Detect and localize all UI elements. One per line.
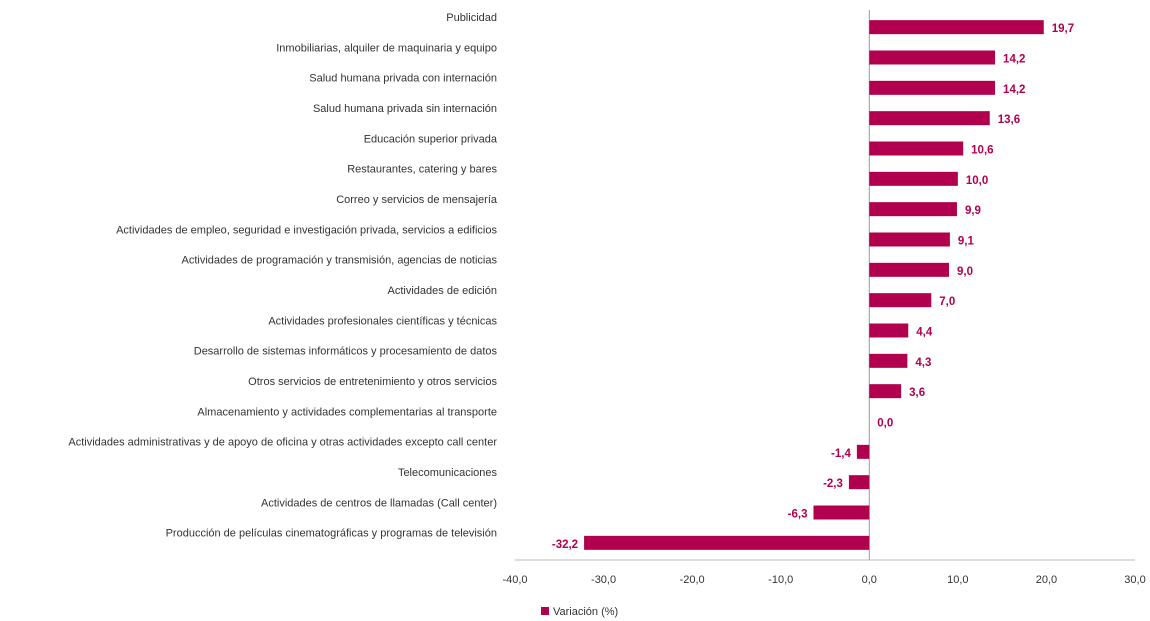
x-tick-label: -40,0 xyxy=(502,574,527,586)
category-label: Almacenamiento y actividades complementa… xyxy=(197,406,497,418)
value-label: -1,4 xyxy=(831,448,851,460)
bar xyxy=(813,505,870,520)
value-label: 9,0 xyxy=(957,266,973,278)
legend-label: Variación (%) xyxy=(553,606,618,618)
category-label: Restaurantes, catering y bares xyxy=(347,164,497,176)
value-label: -32,2 xyxy=(552,539,578,551)
bar xyxy=(869,202,957,217)
category-label: Salud humana privada sin internación xyxy=(313,103,497,115)
value-label: 13,6 xyxy=(998,114,1020,126)
category-label: Actividades de programación y transmisió… xyxy=(182,255,498,267)
bar xyxy=(869,20,1044,35)
category-label: Educación superior privada xyxy=(364,133,498,145)
category-label: Actividades profesionales científicas y … xyxy=(268,315,497,327)
bar xyxy=(869,111,990,126)
value-label: 9,9 xyxy=(965,205,981,217)
category-label: Telecomunicaciones xyxy=(398,467,498,479)
bar xyxy=(869,293,932,308)
value-label: 3,6 xyxy=(909,387,925,399)
x-tick-label: 0,0 xyxy=(862,574,877,586)
bar xyxy=(848,475,870,490)
bar xyxy=(869,262,949,277)
x-tick-label: 10,0 xyxy=(947,574,968,586)
bar xyxy=(869,323,909,338)
category-label: Salud humana privada con internación xyxy=(309,73,497,85)
bar xyxy=(869,141,964,156)
category-label: Correo y servicios de mensajería xyxy=(336,194,498,206)
value-label: 9,1 xyxy=(958,236,975,248)
bar xyxy=(584,535,870,550)
category-label: Actividades de empleo, seguridad e inves… xyxy=(116,224,497,236)
category-label: Otros servicios de entretenimiento y otr… xyxy=(248,376,497,388)
value-label: -2,3 xyxy=(823,478,843,490)
value-label: 10,0 xyxy=(966,175,988,187)
value-label: 0,0 xyxy=(877,418,893,430)
bar xyxy=(869,80,996,95)
bar xyxy=(869,384,902,399)
bar xyxy=(869,353,908,368)
x-tick-label: -20,0 xyxy=(680,574,705,586)
value-label: 14,2 xyxy=(1003,54,1025,66)
value-label: 19,7 xyxy=(1052,23,1074,35)
x-tick-label: 30,0 xyxy=(1124,574,1145,586)
bar xyxy=(869,171,958,186)
bar xyxy=(856,444,870,459)
category-label: Publicidad xyxy=(446,12,497,24)
category-label: Actividades de edición xyxy=(388,285,497,297)
category-label: Actividades administrativas y de apoyo d… xyxy=(68,437,497,449)
value-label: 4,3 xyxy=(915,357,931,369)
category-label: Inmobiliarias, alquiler de maquinaria y … xyxy=(276,42,497,54)
value-label: 14,2 xyxy=(1003,84,1025,96)
category-label: Actividades de centros de llamadas (Call… xyxy=(261,497,497,509)
category-label: Producción de películas cinematográficas… xyxy=(166,528,497,540)
value-label: 10,6 xyxy=(971,145,993,157)
legend-swatch xyxy=(541,607,549,615)
category-label: Desarrollo de sistemas informáticos y pr… xyxy=(194,346,498,358)
value-label: -6,3 xyxy=(788,509,808,521)
x-tick-label: 20,0 xyxy=(1036,574,1057,586)
bar xyxy=(869,232,950,247)
bar xyxy=(869,50,996,65)
x-tick-label: -30,0 xyxy=(591,574,616,586)
value-label: 7,0 xyxy=(939,296,955,308)
x-tick-label: -10,0 xyxy=(768,574,793,586)
value-label: 4,4 xyxy=(916,327,933,339)
